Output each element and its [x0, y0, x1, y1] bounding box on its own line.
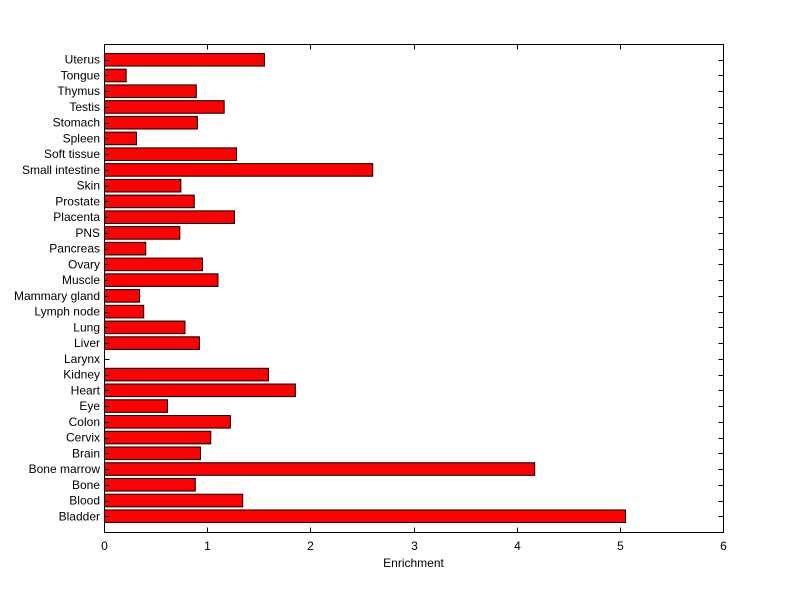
- x-tick-labels: 0 1 2 3 4 5 6: [101, 539, 727, 553]
- bar-ovary: [104, 257, 204, 272]
- bar-lung: [104, 320, 186, 335]
- bar-muscle: [104, 273, 219, 287]
- bar-heart: [104, 383, 296, 398]
- x-tick-label: 1: [204, 539, 211, 553]
- bar-cervix: [104, 430, 212, 445]
- bar-colon: [104, 415, 231, 429]
- x-tick-label: 6: [720, 539, 727, 553]
- y-tick-label: Placenta: [53, 210, 100, 224]
- x-tick-label: 4: [514, 539, 521, 553]
- y-tick-label: Blood: [69, 494, 100, 508]
- y-tick-label: Bladder: [59, 509, 100, 523]
- y-tick-label: Cervix: [66, 431, 100, 445]
- plot-frame: [104, 44, 724, 533]
- y-tick-label: Lymph node: [34, 305, 100, 319]
- y-tick-label: Bone marrow: [29, 462, 101, 476]
- y-tick-label: Thymus: [57, 84, 100, 98]
- y-tick-label: PNS: [75, 226, 100, 240]
- bar-pns: [104, 226, 181, 240]
- bar-prostate: [104, 194, 195, 209]
- bar-bone-marrow: [104, 462, 536, 476]
- bar-bladder: [104, 509, 626, 524]
- x-tick-label: 2: [307, 539, 314, 553]
- bar-small-intestine: [104, 163, 374, 177]
- y-tick-label: Soft tissue: [44, 147, 100, 161]
- y-tick-label: Stomach: [53, 116, 100, 130]
- bar-stomach: [104, 115, 198, 130]
- y-tick-label: Uterus: [65, 53, 100, 67]
- x-tick-label: 0: [101, 539, 108, 553]
- bar-brain: [104, 446, 201, 461]
- y-tick-label: Mammary gland: [14, 289, 100, 303]
- y-tick-label: Brain: [72, 446, 100, 460]
- y-tick-label: Liver: [74, 336, 100, 350]
- y-tick-label: Ovary: [68, 257, 100, 271]
- bar-soft-tissue: [104, 147, 238, 161]
- y-tick-label: Tongue: [61, 68, 101, 82]
- bar-mammary-gland: [104, 289, 141, 303]
- y-tick-label: Kidney: [63, 368, 100, 382]
- y-tick-label: Heart: [71, 383, 101, 397]
- y-tick-label: Spleen: [63, 131, 100, 145]
- y-tick-label: Skin: [77, 179, 100, 193]
- y-tick-label: Bone: [72, 478, 100, 492]
- bar-bone: [104, 477, 196, 492]
- bar-placenta: [104, 210, 235, 224]
- y-tick-label: Testis: [69, 100, 100, 114]
- ticks-group: [104, 44, 724, 533]
- bar-pancreas: [104, 241, 147, 256]
- bar-uterus: [104, 52, 265, 67]
- y-tick-label: Lung: [73, 320, 100, 334]
- y-tick-label: Colon: [69, 415, 100, 429]
- bars-group: [104, 52, 626, 524]
- x-tick-label: 5: [617, 539, 624, 553]
- bar-eye: [104, 399, 168, 413]
- y-tick-label: Pancreas: [49, 242, 100, 256]
- bar-blood: [104, 493, 244, 508]
- bar-lymph-node: [104, 304, 145, 319]
- bar-kidney: [104, 367, 270, 382]
- bar-testis: [104, 100, 225, 114]
- y-tick-label: Prostate: [55, 194, 100, 208]
- y-tick-label: Small intestine: [22, 163, 100, 177]
- y-tick-label: Muscle: [62, 273, 100, 287]
- bar-skin: [104, 178, 182, 193]
- y-tick-label: Larynx: [64, 352, 100, 366]
- x-axis-label: Enrichment: [383, 556, 444, 570]
- x-tick-label: 3: [411, 539, 418, 553]
- bar-liver: [104, 336, 200, 350]
- y-tick-label: Eye: [79, 399, 100, 413]
- bar-thymus: [104, 84, 197, 99]
